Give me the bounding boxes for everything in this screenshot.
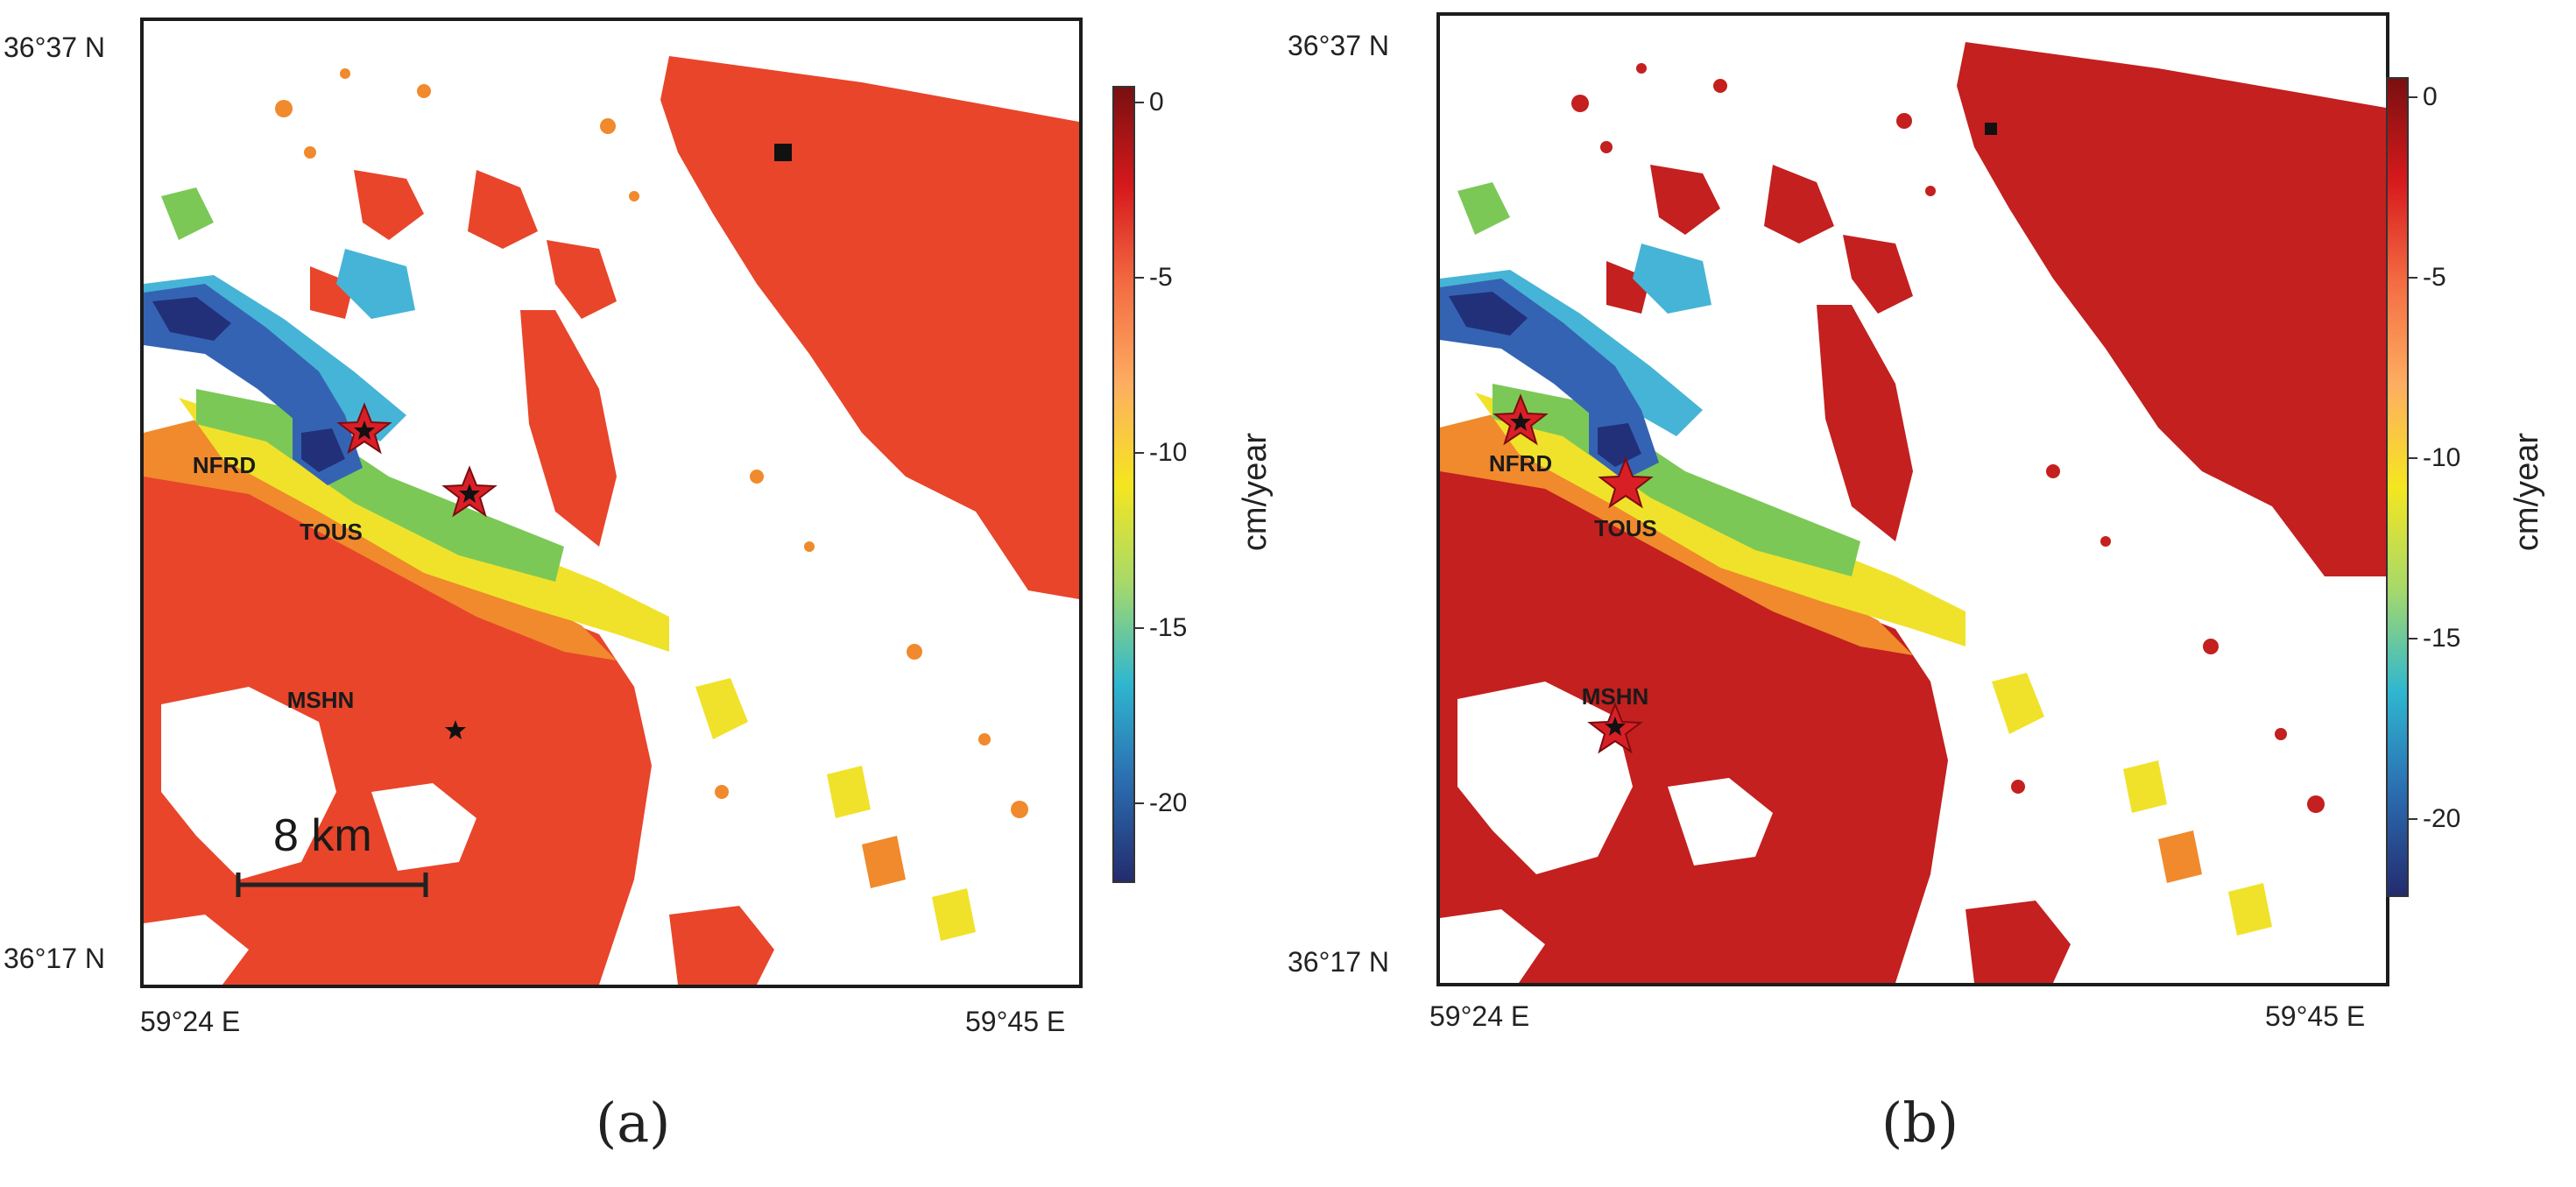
velocity-map-a: NFRD TOUS MSHN 8 km xyxy=(140,18,1083,988)
scatter-points-a xyxy=(275,68,1028,818)
station-label-nfrd: NFRD xyxy=(1488,450,1553,477)
lon-left-label: 59°24 E xyxy=(1429,1000,1530,1032)
gaps-sw xyxy=(144,687,476,985)
colorbar-a xyxy=(1112,86,1135,883)
lat-top-label: 36°37 N xyxy=(1288,30,1389,61)
station-star-mshn xyxy=(445,720,466,739)
colorbar-unit-label: cm/year xyxy=(1237,432,1274,552)
station-dot-mshn xyxy=(1605,717,1626,736)
lon-right-label: 59°45 E xyxy=(965,1006,1066,1037)
colorbar-unit-label: cm/year xyxy=(2509,432,2546,552)
reference-point-marker xyxy=(1985,123,1997,135)
lon-left-label: 59°24 E xyxy=(140,1006,241,1037)
deformation-raster-a xyxy=(144,56,1079,985)
colorbar-tick-0: 0 xyxy=(2423,82,2438,111)
transition-green xyxy=(161,187,564,582)
station-label-tous: TOUS xyxy=(1594,515,1657,541)
lat-top-label: 36°37 N xyxy=(4,32,105,63)
reference-point-marker xyxy=(774,144,792,161)
lon-right-label: 59°45 E xyxy=(2265,1000,2366,1032)
colorbar-tick-minus20: -20 xyxy=(2423,804,2461,833)
colorbar-tick-minus15: -15 xyxy=(2423,624,2461,653)
lat-bottom-label: 36°17 N xyxy=(1288,946,1389,978)
caption-a: (a) xyxy=(596,1091,671,1155)
colorbar-tick-minus5: -5 xyxy=(2423,263,2446,292)
station-label-tous: TOUS xyxy=(300,519,363,545)
panel-a: 36°37 N 36°17 N 59°24 E 59°45 E xyxy=(4,18,1274,1155)
subsidence-core xyxy=(152,297,345,472)
colorbar-tick-minus10: -10 xyxy=(1149,438,1188,467)
panel-b: 36°37 N 36°17 N 59°24 E 59°45 E xyxy=(1288,0,2575,1187)
scatter-points-b xyxy=(1571,63,2325,813)
deformation-raster-b xyxy=(1440,42,2386,983)
ridge-band xyxy=(1817,235,1913,541)
station-dot-nfrd xyxy=(354,420,375,440)
subsidence-core xyxy=(1449,292,1641,467)
ridge-band xyxy=(520,240,617,547)
colorbar-tick-minus15: -15 xyxy=(1149,613,1188,642)
station-label-mshn: MSHN xyxy=(1581,683,1649,710)
scale-bar-label: 8 km xyxy=(273,810,372,861)
station-star-tous xyxy=(1598,456,1654,509)
station-label-mshn: MSHN xyxy=(286,687,355,713)
lat-bottom-label: 36°17 N xyxy=(4,943,105,974)
colorbar-tick-minus20: -20 xyxy=(1149,788,1188,817)
transition-green xyxy=(1457,182,1860,576)
gaps-sw xyxy=(1440,682,1773,983)
colorbar-tick-0: 0 xyxy=(1149,88,1164,117)
velocity-map-b: NFRD TOUS MSHN xyxy=(1436,12,2389,986)
station-dot-tous xyxy=(459,484,480,503)
station-label-nfrd: NFRD xyxy=(192,452,257,478)
colorbar-b xyxy=(2386,77,2409,897)
caption-b: (b) xyxy=(1881,1091,1959,1155)
station-dot-nfrd xyxy=(1510,412,1531,431)
colorbar-tick-minus5: -5 xyxy=(1149,263,1173,292)
colorbar-tick-minus10: -10 xyxy=(2423,443,2461,472)
stable-zone-ne xyxy=(1606,42,2386,576)
